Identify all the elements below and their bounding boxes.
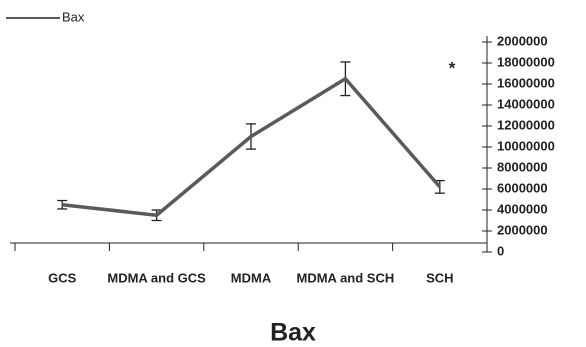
- x-tick-label: MDMA: [231, 270, 272, 285]
- chart-title: Bax: [270, 319, 316, 347]
- y-tick-label: 6000000: [497, 180, 548, 195]
- y-tick-label: 8000000: [497, 159, 548, 174]
- x-tick-label: SCH: [426, 270, 453, 285]
- y-tick-label: 0: [497, 243, 504, 258]
- x-tick-label: MDMA and GCS: [107, 270, 206, 285]
- y-tick-label: 2000000: [497, 222, 548, 237]
- x-tick-label: GCS: [48, 270, 77, 285]
- y-tick-label: 14000000: [497, 96, 555, 111]
- legend-label: Bax: [62, 9, 85, 24]
- y-tick-label: 16000000: [497, 75, 555, 90]
- y-tick-label: 2000000: [497, 33, 548, 48]
- y-tick-label: 4000000: [497, 201, 548, 216]
- data-line: [62, 77, 442, 217]
- y-tick-label: 12000000: [497, 117, 555, 132]
- x-tick-label: MDMA and SCH: [297, 270, 395, 285]
- y-tick-label: 10000000: [497, 138, 555, 153]
- annotation: *: [449, 58, 456, 77]
- y-tick-label: 18000000: [497, 54, 555, 69]
